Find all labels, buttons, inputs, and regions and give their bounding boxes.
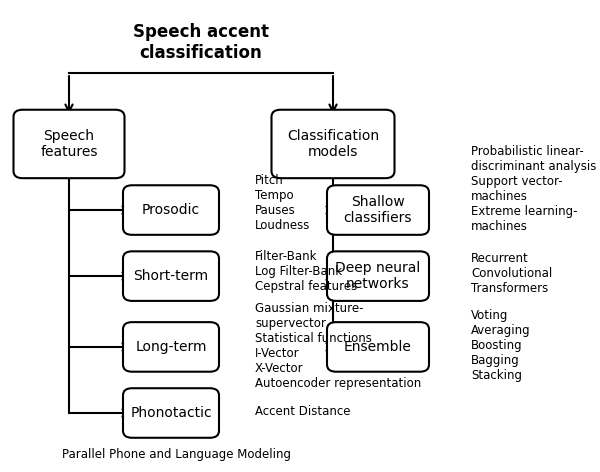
Text: Gaussian mixture-
supervector
Statistical functions
I-Vector
X-Vector
Autoencode: Gaussian mixture- supervector Statistica… [255, 302, 421, 389]
FancyBboxPatch shape [327, 185, 429, 235]
Text: Parallel Phone and Language Modeling: Parallel Phone and Language Modeling [62, 447, 292, 461]
FancyBboxPatch shape [14, 110, 125, 178]
FancyBboxPatch shape [123, 251, 219, 301]
FancyBboxPatch shape [327, 251, 429, 301]
FancyBboxPatch shape [271, 110, 395, 178]
FancyBboxPatch shape [123, 322, 219, 372]
Text: Shallow
classifiers: Shallow classifiers [344, 195, 412, 225]
Text: Prosodic: Prosodic [142, 203, 200, 217]
Text: Phonotactic: Phonotactic [130, 406, 212, 420]
Text: Speech accent
classification: Speech accent classification [133, 23, 269, 62]
FancyBboxPatch shape [123, 185, 219, 235]
Text: Short-term: Short-term [133, 269, 209, 283]
Text: Long-term: Long-term [135, 340, 207, 354]
FancyBboxPatch shape [123, 388, 219, 438]
Text: Deep neural
networks: Deep neural networks [335, 261, 421, 291]
Text: Filter-Bank
Log Filter-Bank
Cepstral features: Filter-Bank Log Filter-Bank Cepstral fea… [255, 250, 357, 293]
Text: Ensemble: Ensemble [344, 340, 412, 354]
Text: Speech
features: Speech features [40, 129, 98, 159]
Text: Recurrent
Convolutional
Transformers: Recurrent Convolutional Transformers [471, 252, 552, 295]
FancyBboxPatch shape [327, 322, 429, 372]
Text: Voting
Averaging
Boosting
Bagging
Stacking: Voting Averaging Boosting Bagging Stacki… [471, 309, 530, 382]
Text: Accent Distance: Accent Distance [255, 405, 350, 418]
Text: Classification
models: Classification models [287, 129, 379, 159]
Text: Pitch
Tempo
Pauses
Loudness: Pitch Tempo Pauses Loudness [255, 174, 310, 232]
Text: Probabilistic linear-
discriminant analysis
Support vector-
machines
Extreme lea: Probabilistic linear- discriminant analy… [471, 145, 596, 233]
